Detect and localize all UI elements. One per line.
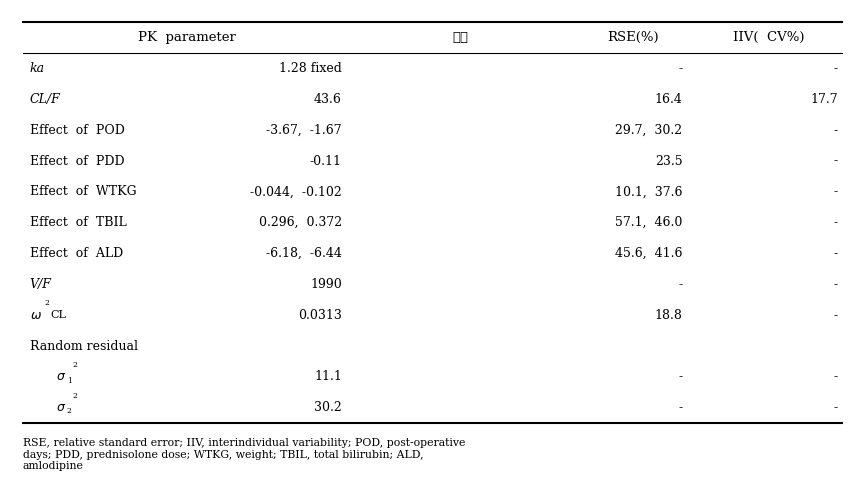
Text: 11.1: 11.1	[314, 370, 342, 383]
Text: 45.6,  41.6: 45.6, 41.6	[615, 247, 682, 260]
Text: IIV(  CV%): IIV( CV%)	[733, 31, 804, 45]
Text: -: -	[678, 370, 682, 383]
Text: 0.0313: 0.0313	[298, 308, 342, 322]
Text: 43.6: 43.6	[314, 93, 342, 106]
Text: 30.2: 30.2	[314, 401, 342, 414]
Text: -: -	[834, 124, 837, 137]
Text: RSE(%): RSE(%)	[607, 31, 659, 45]
Text: Effect  of  ALD: Effect of ALD	[29, 247, 123, 260]
Text: Effect  of  POD: Effect of POD	[29, 124, 125, 137]
Text: -: -	[834, 247, 837, 260]
Text: -: -	[678, 278, 682, 291]
Text: $\sigma$: $\sigma$	[55, 370, 66, 383]
Text: 18.8: 18.8	[655, 308, 682, 322]
Text: CL: CL	[50, 310, 67, 320]
Text: 2: 2	[67, 407, 72, 415]
Text: 1990: 1990	[311, 278, 342, 291]
Text: -: -	[834, 308, 837, 322]
Text: -: -	[834, 62, 837, 75]
Text: 16.4: 16.4	[655, 93, 682, 106]
Text: 2: 2	[44, 299, 49, 308]
Text: -: -	[678, 401, 682, 414]
Text: 10.1,  37.6: 10.1, 37.6	[615, 185, 682, 198]
Text: -: -	[834, 401, 837, 414]
Text: -3.67,  -1.67: -3.67, -1.67	[266, 124, 342, 137]
Text: 29.7,  30.2: 29.7, 30.2	[615, 124, 682, 137]
Text: -0.044,  -0.102: -0.044, -0.102	[250, 185, 342, 198]
Text: 23.5: 23.5	[655, 155, 682, 168]
Text: PK  parameter: PK parameter	[138, 31, 235, 45]
Text: -: -	[834, 216, 837, 229]
Text: CL/F: CL/F	[29, 93, 61, 106]
Text: $\sigma$: $\sigma$	[55, 401, 66, 414]
Text: $\omega$: $\omega$	[29, 308, 42, 322]
Text: RSE, relative standard error; IIV, interindividual variability; POD, post-operat: RSE, relative standard error; IIV, inter…	[23, 438, 465, 471]
Text: 57.1,  46.0: 57.1, 46.0	[615, 216, 682, 229]
Text: Effect  of  PDD: Effect of PDD	[29, 155, 125, 168]
Text: 2: 2	[72, 361, 77, 369]
Text: Random residual: Random residual	[29, 340, 138, 353]
Text: V/F: V/F	[29, 278, 52, 291]
Text: Effect  of  TBIL: Effect of TBIL	[29, 216, 126, 229]
Text: 0.296,  0.372: 0.296, 0.372	[259, 216, 342, 229]
Text: Effect  of  WTKG: Effect of WTKG	[29, 185, 137, 198]
Text: 2: 2	[72, 392, 77, 400]
Text: -: -	[834, 155, 837, 168]
Text: -: -	[834, 278, 837, 291]
Text: 평균: 평균	[452, 31, 469, 45]
Text: 1: 1	[67, 376, 72, 385]
Text: -: -	[834, 185, 837, 198]
Text: 1.28 fixed: 1.28 fixed	[279, 62, 342, 75]
Text: -: -	[834, 370, 837, 383]
Text: -6.18,  -6.44: -6.18, -6.44	[266, 247, 342, 260]
Text: ka: ka	[29, 62, 45, 75]
Text: -: -	[678, 62, 682, 75]
Text: -0.11: -0.11	[310, 155, 342, 168]
Text: 17.7: 17.7	[811, 93, 837, 106]
